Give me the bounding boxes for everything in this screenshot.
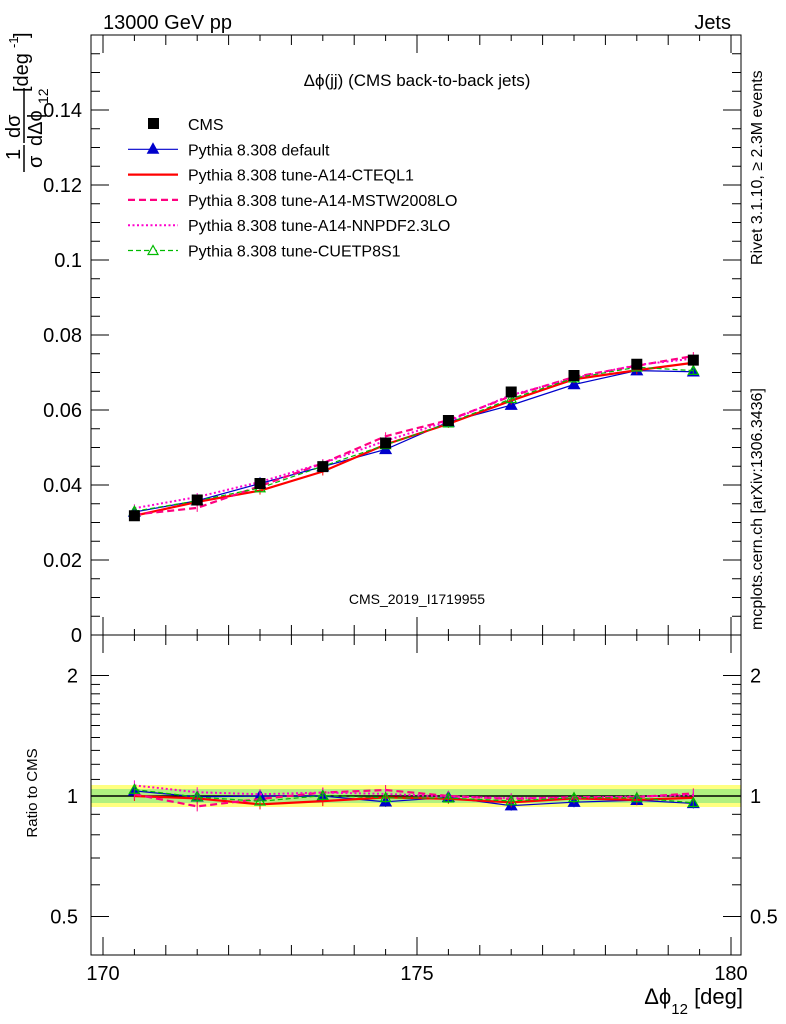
legend-marker [146,142,160,154]
y-title-deriv-num: dσ [3,114,25,138]
main-series-line-1 [134,361,694,517]
main-series-point [505,392,518,404]
y-tick-label: 0.08 [43,325,82,347]
mcplots-label: mcplots.cern.ch [arXiv:1306.3436] [749,388,766,630]
y-tick-label: 0.1 [54,250,82,272]
y-axis-title: 1σ dσ dΔϕ 12[deg -1] [3,32,51,172]
legend-label: CMS [188,117,224,134]
ratio-series-point [442,791,455,803]
legend-label: Pythia 8.308 default [188,142,330,159]
data-point [317,461,329,473]
data-point [568,370,580,381]
main-series-line-3 [134,357,694,510]
legend-entry: Pythia 8.308 default [128,142,330,159]
y-title-frac-num: 1 [3,149,25,160]
data-point [631,358,643,370]
ratio-series-point [505,794,518,806]
data-point [380,437,392,449]
legend-entry: Pythia 8.308 tune-CUETP8S1 [128,244,401,261]
main-series-point [687,364,700,375]
legend-label: Pythia 8.308 tune-A14-CTEQL1 [188,168,414,185]
plot-title: Δϕ(jj) (CMS back-to-back jets) [304,71,531,90]
legend-label: Pythia 8.308 tune-CUETP8S1 [188,244,401,261]
y-title-unit-sup: -1 [6,36,21,48]
ratio-tick-label-right: 0.5 [750,907,778,929]
data-point [191,494,203,506]
ratio-tick-label-left: 1 [67,786,78,808]
legend-entry: Pythia 8.308 tune-A14-CTEQL1 [128,168,414,185]
y-tick-label: 0 [71,625,82,647]
legend-label: Pythia 8.308 tune-A14-NNPDF2.3LO [188,218,450,235]
data-point [442,415,454,426]
main-series-line-0 [134,370,694,513]
legend-entry: Pythia 8.308 tune-A14-MSTW2008LO [128,193,457,210]
ratio-axis-title: Ratio to CMS [24,748,41,837]
energy-label: 13000 GeV pp [103,12,232,34]
ratio-series-line-0 [134,790,694,807]
x-tick-label: 170 [86,963,119,985]
ratio-series-point [316,789,329,801]
ratio-series-line-2 [134,788,694,808]
y-title-frac-den: σ [25,155,47,168]
y-tick-label: 0.12 [43,175,82,197]
data-point [254,478,266,489]
main-series-point [567,377,581,390]
ratio-series-line-4 [134,788,694,804]
legend-entry: Pythia 8.308 tune-A14-NNPDF2.3LO [128,218,450,235]
y-title-deriv-sub: 12 [35,88,51,104]
ratio-tick-label-left: 0.5 [50,907,78,929]
ratio-series-point [128,783,141,794]
ratio-tick-label-right: 2 [750,666,761,688]
data-point [128,510,140,522]
y-tick-label: 0.02 [43,550,82,572]
category-label: Jets [694,12,731,34]
ratio-series-point [687,796,700,808]
y-title-deriv-den: dΔϕ [25,110,47,146]
y-title-unit-close: ] [11,32,33,38]
data-point [687,354,699,366]
legend-marker [148,118,159,129]
ratio-series-point [379,791,392,803]
y-tick-label: 0.04 [43,475,82,497]
x-tick-label: 175 [400,963,433,985]
ratio-series-point [567,791,581,803]
legend-entry: CMS [148,117,224,134]
ratio-series-point [630,791,643,803]
main-series-line-4 [134,366,694,512]
legend-label: Pythia 8.308 tune-A14-MSTW2008LO [188,193,457,210]
x-tick-label: 180 [714,963,747,985]
y-tick-label: 0.06 [43,400,82,422]
data-point [505,386,517,398]
ratio-series-line-3 [134,784,694,800]
y-tick-label: 0.14 [43,100,82,122]
ratio-tick-label-left: 2 [67,666,78,688]
ratio-series-point [191,790,204,802]
y-title-unit: [deg [11,53,33,92]
ratio-series-point [253,795,267,806]
main-series-line-2 [134,354,694,516]
analysis-watermark: CMS_2019_I1719955 [349,591,485,607]
rivet-version-label: Rivet 3.1.10, ≥ 2.3M events [749,70,766,265]
ratio-plot-frame [90,634,742,956]
x-axis-title: Δϕ12 [deg] [644,984,743,1018]
legend-marker [146,244,160,256]
ratio-tick-label-right: 1 [750,786,761,808]
